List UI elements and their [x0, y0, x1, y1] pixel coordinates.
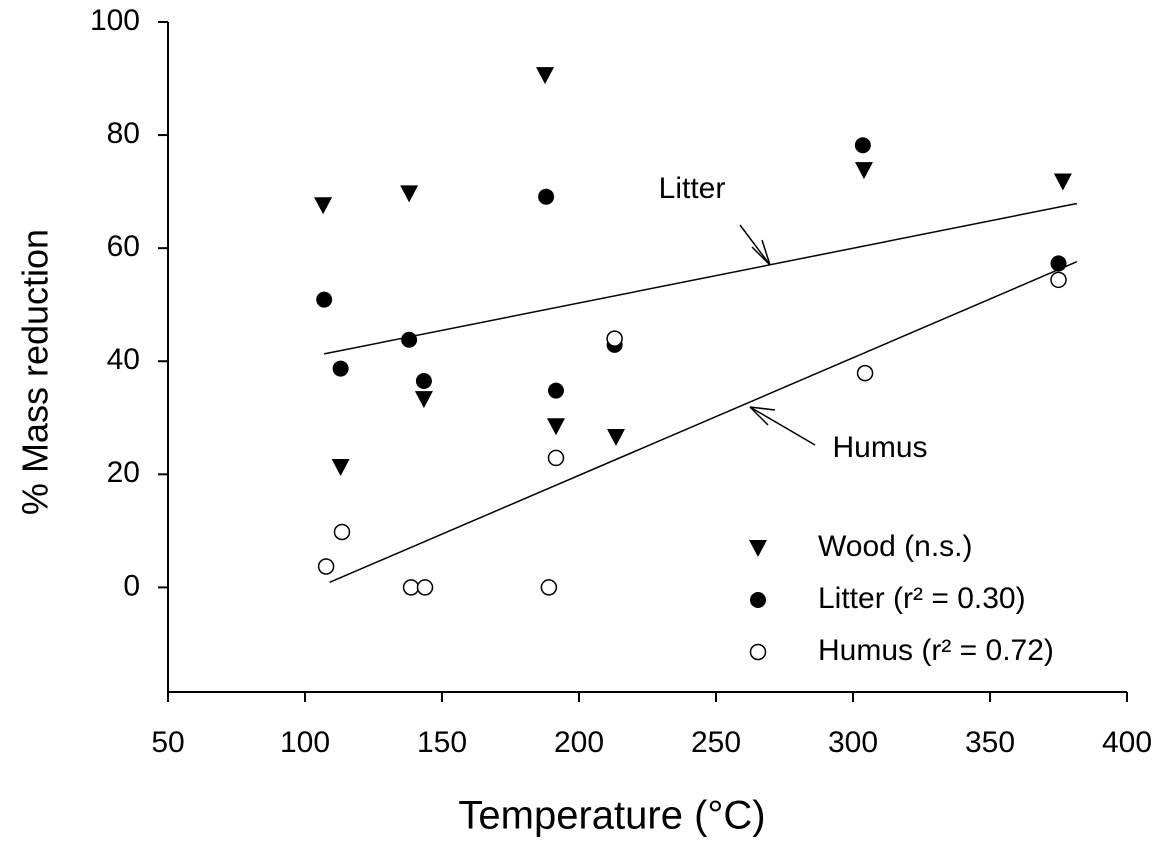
x-tick-label: 300 [828, 726, 878, 759]
arrow [749, 406, 769, 426]
marker [415, 373, 432, 390]
legend-marker [750, 592, 766, 608]
marker [1053, 173, 1072, 191]
trend-line [329, 261, 1078, 584]
marker [547, 382, 564, 399]
marker [856, 364, 874, 382]
y-tick-label: 0 [123, 569, 140, 602]
y-tick-label: 60 [107, 230, 140, 263]
marker [546, 418, 565, 436]
marker [402, 579, 420, 596]
marker [416, 579, 434, 596]
legend-marker [749, 643, 767, 661]
arrow [761, 239, 771, 266]
trend-line [324, 202, 1078, 355]
annotation: Litter [659, 172, 726, 205]
arrow [739, 224, 771, 266]
marker [854, 162, 873, 180]
marker [317, 558, 335, 575]
x-tick-label: 150 [417, 726, 467, 759]
x-tick-label: 250 [691, 726, 741, 759]
marker [333, 523, 351, 541]
marker [316, 291, 333, 308]
x-tick-label: 200 [554, 726, 604, 759]
marker [1050, 271, 1067, 289]
y-tick-label: 40 [107, 343, 140, 376]
marker [536, 67, 555, 85]
x-tick-label: 50 [151, 726, 184, 759]
legend-label: Litter (r² = 0.30) [818, 582, 1026, 615]
marker [1050, 255, 1067, 272]
marker [414, 391, 433, 409]
marker [854, 137, 871, 154]
x-tick-label: 100 [280, 726, 330, 759]
marker [401, 331, 418, 348]
x-axis-label: Temperature (°C) [458, 794, 765, 838]
x-tick-label: 400 [1102, 726, 1152, 759]
arrow [749, 406, 816, 446]
y-tick-label: 80 [107, 117, 140, 150]
marker [538, 188, 555, 205]
x-tick-label: 350 [965, 726, 1015, 759]
marker [606, 429, 625, 447]
annotation: Humus [832, 431, 927, 464]
marker [331, 458, 350, 476]
y-tick-label: 100 [90, 4, 140, 37]
arrow [749, 406, 776, 411]
marker [314, 197, 333, 215]
marker [332, 360, 349, 377]
y-axis-label: % Mass reduction [15, 229, 56, 515]
marker [547, 449, 565, 467]
marker [540, 579, 558, 596]
legend-marker [749, 540, 767, 557]
legend-label: Humus (r² = 0.72) [818, 634, 1054, 667]
marker [400, 185, 419, 203]
legend-label: Wood (n.s.) [818, 530, 973, 563]
marker [606, 330, 623, 347]
arrow [751, 246, 771, 266]
y-tick-label: 20 [107, 456, 140, 489]
